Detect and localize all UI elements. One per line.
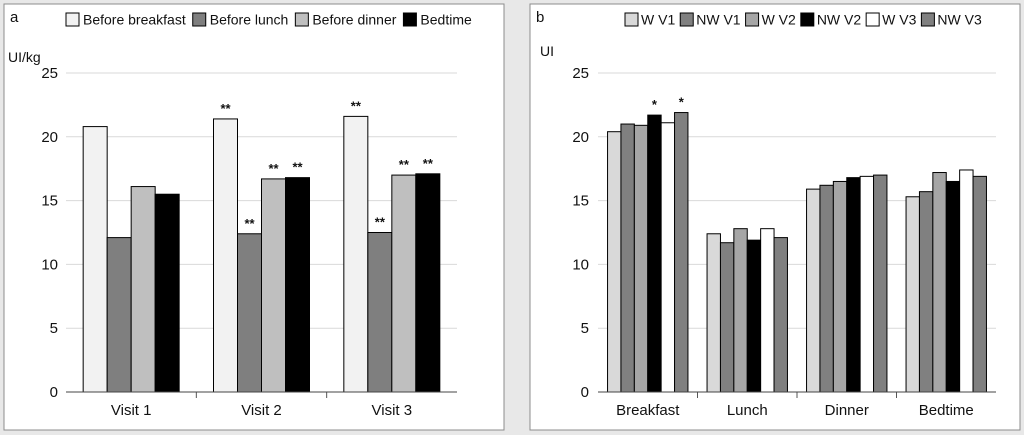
bar bbox=[918, 191, 934, 393]
y-tick-label: 10 bbox=[41, 256, 58, 273]
bar bbox=[719, 242, 735, 393]
bar bbox=[154, 193, 180, 393]
significance-label: ** bbox=[292, 160, 303, 175]
legend-label: Before breakfast bbox=[83, 12, 186, 28]
bar bbox=[706, 233, 721, 393]
legend-label: NW V2 bbox=[817, 12, 862, 28]
y-tick-label: 20 bbox=[41, 129, 58, 146]
significance-label: ** bbox=[423, 156, 434, 171]
bar bbox=[959, 169, 974, 393]
panel-b-plot: 0 5 10 15 20 25 * * Breakfast Lunch Dinner Bedtime bbox=[572, 65, 996, 419]
y-tick-label: 5 bbox=[50, 320, 58, 337]
legend-swatch bbox=[624, 12, 639, 27]
x-tick-label: Bedtime bbox=[919, 402, 974, 419]
y-tick-label: 10 bbox=[572, 256, 589, 273]
significance-label: ** bbox=[375, 215, 386, 230]
significance-label: ** bbox=[399, 157, 410, 172]
significance-label: * bbox=[679, 95, 685, 110]
legend-swatch bbox=[865, 12, 880, 27]
bar bbox=[873, 174, 888, 393]
legend-label: W V1 bbox=[641, 12, 675, 28]
y-tick-label: 25 bbox=[572, 65, 589, 82]
bar bbox=[945, 180, 961, 393]
bar bbox=[647, 114, 662, 393]
bar bbox=[905, 196, 920, 393]
y-tick-label: 25 bbox=[41, 65, 58, 82]
x-tick-label: Lunch bbox=[727, 402, 768, 419]
bar bbox=[415, 173, 441, 393]
bar bbox=[633, 124, 649, 393]
bar bbox=[607, 131, 622, 393]
panel-b-y-axis-label: UI bbox=[540, 43, 554, 59]
y-tick-label: 5 bbox=[581, 320, 589, 337]
bar bbox=[819, 184, 834, 393]
bar bbox=[932, 172, 947, 393]
bar bbox=[674, 112, 689, 393]
bar bbox=[130, 186, 156, 393]
bar bbox=[620, 123, 635, 393]
panel-a-plot: 0 5 10 15 20 25 Visit 1 ** ** ** ** Visit 2 ** ** ** **… bbox=[41, 65, 457, 419]
bar bbox=[343, 115, 369, 393]
bar bbox=[391, 174, 417, 393]
legend-swatch bbox=[192, 12, 207, 27]
bar bbox=[832, 180, 848, 393]
legend-swatch bbox=[294, 12, 309, 27]
legend-label: W V2 bbox=[762, 12, 796, 28]
legend-label: NW V3 bbox=[937, 12, 982, 28]
bar bbox=[733, 228, 748, 393]
panel-a: a UI/kg Before breakfast Before lunch Befo… bbox=[3, 3, 505, 431]
bar bbox=[285, 177, 310, 393]
legend-swatch bbox=[679, 12, 694, 27]
legend-swatch bbox=[65, 12, 80, 27]
y-tick-label: 0 bbox=[50, 384, 58, 401]
y-tick-label: 15 bbox=[41, 193, 58, 210]
bar bbox=[213, 118, 238, 393]
panel-a-y-axis-label: UI/kg bbox=[8, 49, 41, 65]
bar bbox=[237, 233, 262, 393]
bar bbox=[846, 177, 861, 393]
bar bbox=[82, 126, 108, 393]
bar bbox=[972, 175, 987, 393]
x-tick-label: Visit 2 bbox=[241, 402, 282, 419]
bar bbox=[773, 237, 788, 393]
significance-label: ** bbox=[268, 161, 279, 176]
bar bbox=[760, 228, 775, 393]
legend-swatch bbox=[920, 12, 935, 27]
significance-label: ** bbox=[244, 216, 255, 231]
legend-swatch bbox=[800, 12, 815, 27]
y-tick-label: 0 bbox=[581, 384, 589, 401]
x-tick-label: Visit 1 bbox=[111, 402, 152, 419]
bar bbox=[660, 122, 676, 393]
legend-label: Before lunch bbox=[210, 12, 289, 28]
bar bbox=[859, 175, 875, 393]
legend-swatch bbox=[402, 12, 417, 27]
legend-label: NW V1 bbox=[696, 12, 741, 28]
legend-label: Bedtime bbox=[420, 12, 472, 28]
legend-label: Before dinner bbox=[312, 12, 396, 28]
significance-label: * bbox=[652, 97, 658, 112]
x-tick-label: Breakfast bbox=[616, 402, 680, 419]
x-tick-label: Visit 3 bbox=[372, 402, 413, 419]
bar bbox=[367, 232, 393, 393]
y-tick-label: 15 bbox=[572, 193, 589, 210]
panel-b-legend: W V1 NW V1 W V2 NW V2 W V3 NW V3 bbox=[624, 12, 982, 28]
panel-b: b UI W V1 NW V1 W V2 NW V2 W V3 NW V3 0 5 10 15 2… bbox=[529, 3, 1021, 431]
bar bbox=[261, 178, 286, 393]
bar bbox=[106, 237, 132, 393]
panel-a-letter: a bbox=[10, 9, 19, 26]
significance-label: ** bbox=[351, 98, 362, 113]
panel-b-letter: b bbox=[536, 9, 544, 26]
panel-a-legend: Before breakfast Before lunch Before dinne… bbox=[65, 12, 472, 28]
x-tick-label: Dinner bbox=[825, 402, 869, 419]
legend-label: W V3 bbox=[882, 12, 916, 28]
significance-label: ** bbox=[220, 101, 231, 116]
bar bbox=[806, 188, 821, 393]
bar bbox=[746, 239, 762, 393]
legend-swatch bbox=[745, 12, 760, 27]
y-tick-label: 20 bbox=[572, 129, 589, 146]
